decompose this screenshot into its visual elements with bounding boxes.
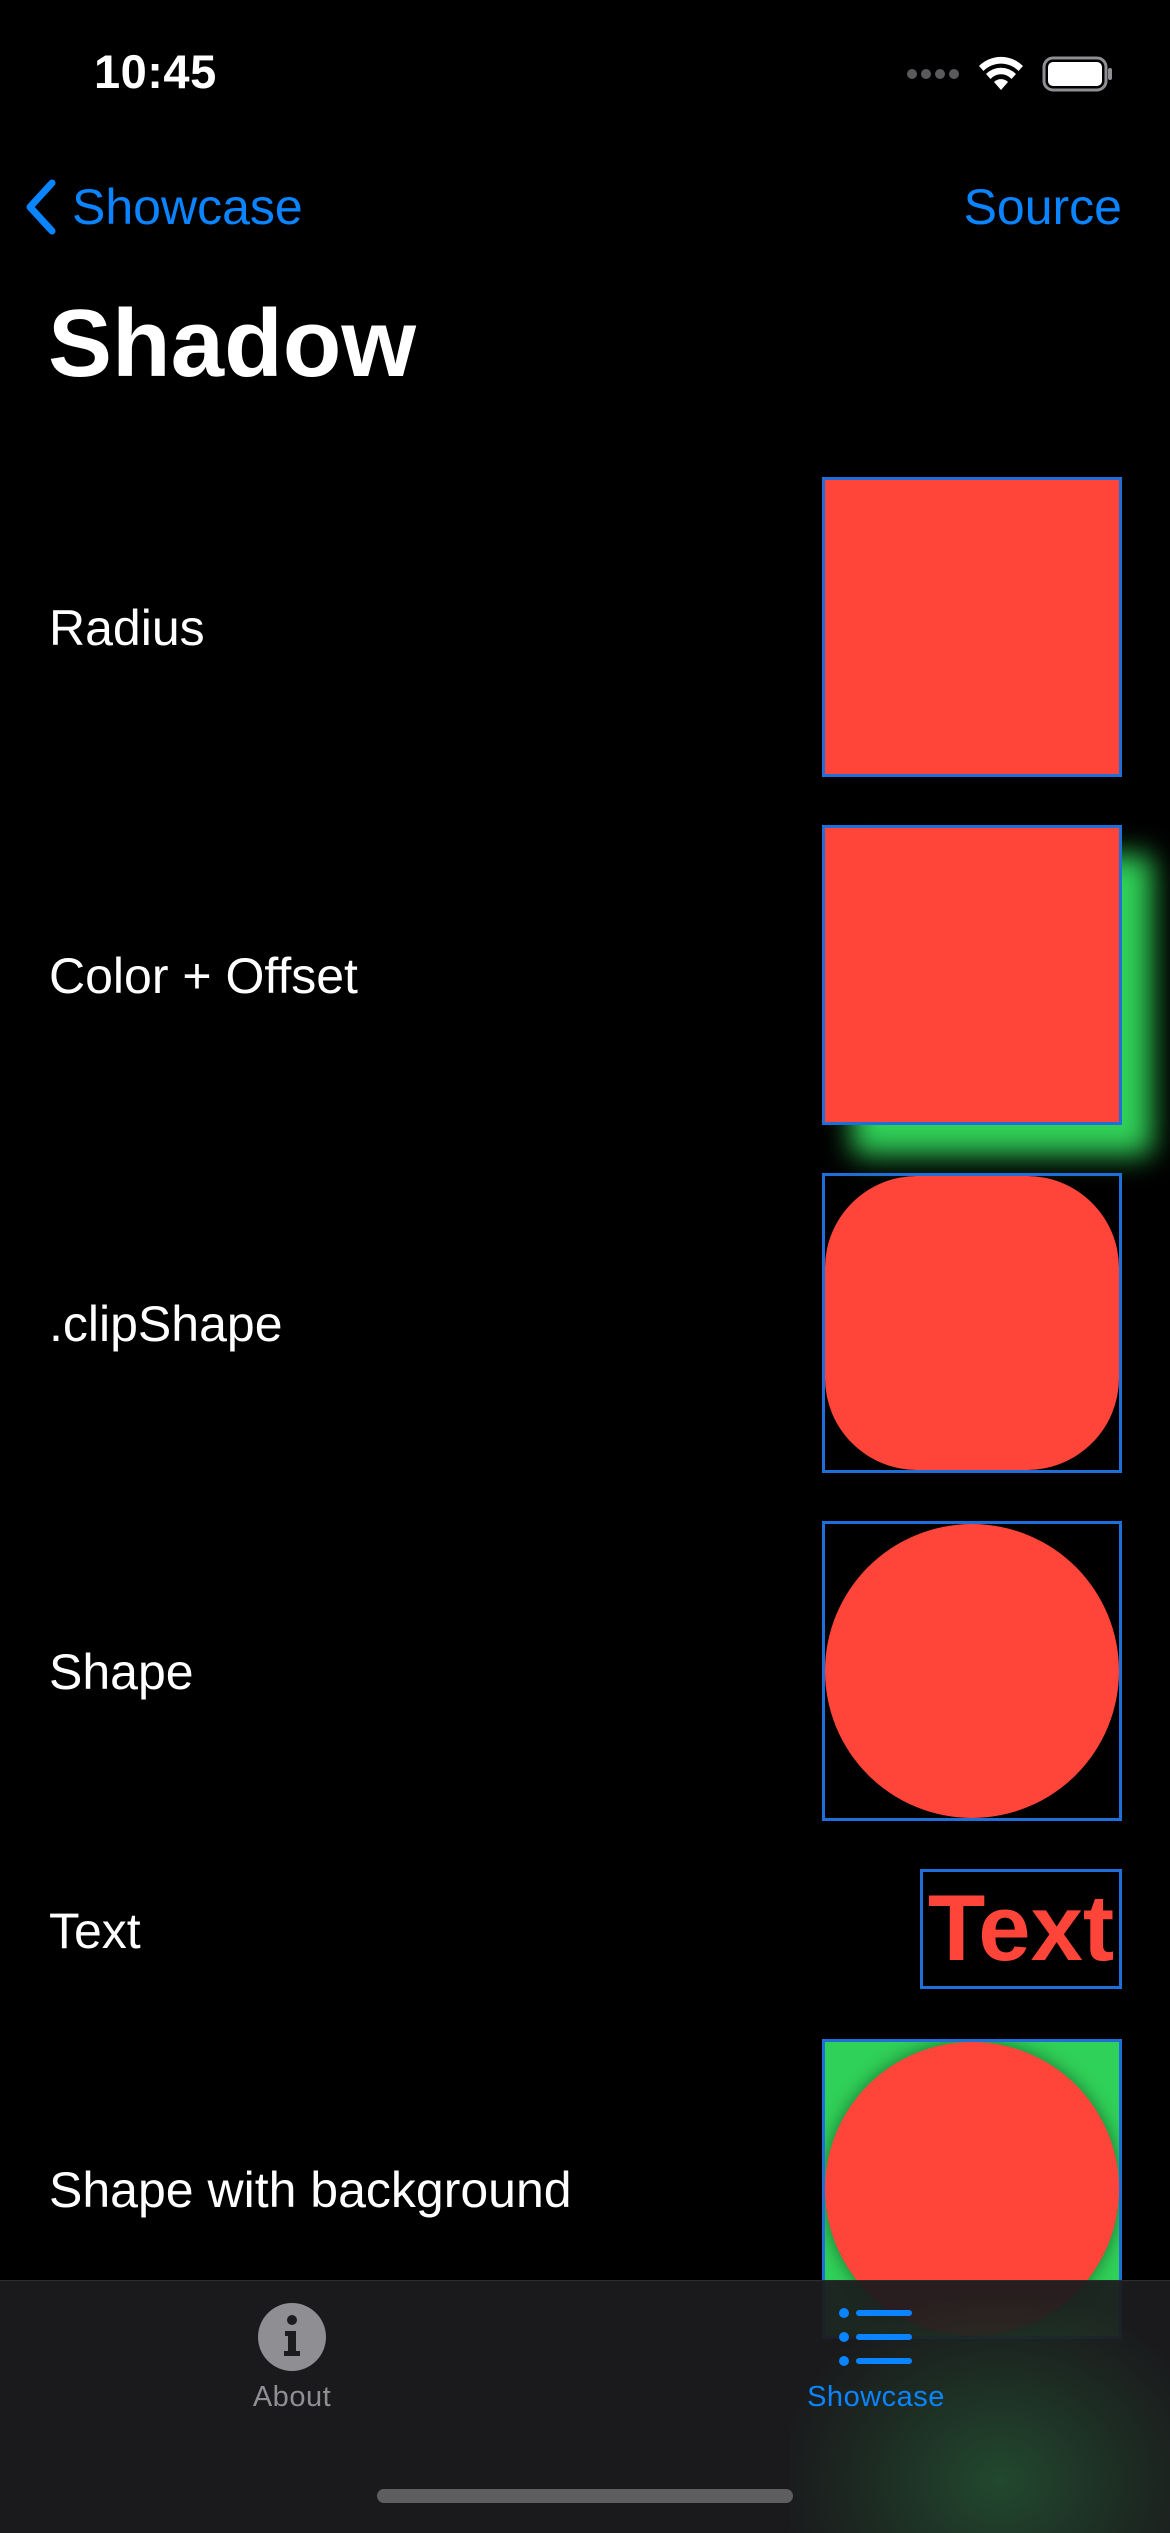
shape-preview [822,1521,1122,1821]
tab-about[interactable]: About [142,2301,442,2441]
color-offset-preview [822,825,1122,1125]
info-circle-icon [258,2303,326,2371]
red-square [825,828,1119,1122]
status-bar: 10:45 [0,0,1170,150]
red-circle [825,1524,1119,1818]
clipshape-preview [822,1173,1122,1473]
row-label: Radius [49,600,205,656]
home-indicator[interactable] [377,2489,793,2503]
red-square [825,480,1119,774]
battery-icon [1042,56,1112,92]
tab-label: Showcase [807,2381,945,2413]
tab-label: About [252,2381,332,2413]
wifi-icon [979,56,1023,90]
row-label: Shape with background [49,2162,572,2218]
red-text-sample: Text [927,1875,1115,1980]
source-button[interactable]: Source [963,179,1122,235]
cellular-dots-icon [907,69,959,79]
row-label: Text [49,1903,141,1959]
page-title: Shadow [48,290,417,397]
radius-preview [822,477,1122,777]
row-label: Color + Offset [49,948,358,1004]
text-preview: Text [920,1869,1122,1989]
chevron-left-icon [26,179,56,235]
red-rounded-shape [825,1176,1119,1470]
color-offset-preview-wrap [822,825,1152,1155]
back-button[interactable]: Showcase [24,176,303,238]
tab-bar-glow [790,2301,1170,2533]
row-label: Shape [49,1644,194,1700]
status-time: 10:45 [94,45,217,98]
back-button-label: Showcase [72,179,303,235]
status-icons [906,52,1114,96]
list-bullet-icon [839,2308,912,2366]
tab-showcase[interactable]: Showcase [726,2301,1026,2441]
tab-bar: About Showcase [0,2280,1170,2533]
row-label: .clipShape [49,1296,283,1352]
